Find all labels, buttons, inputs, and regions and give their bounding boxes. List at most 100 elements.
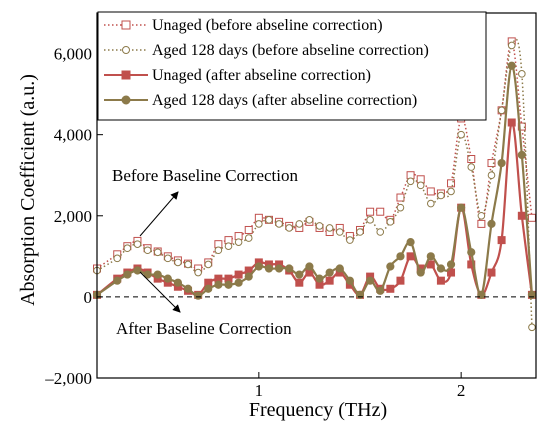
data-point — [224, 280, 233, 289]
data-point — [133, 240, 142, 248]
data-point — [396, 193, 405, 202]
data-point — [174, 258, 182, 267]
data-point — [143, 270, 152, 279]
data-point — [487, 159, 496, 168]
data-point — [254, 262, 263, 271]
legend-label-2: Aged 128 days (before abseline correctio… — [152, 42, 429, 59]
data-point — [366, 216, 374, 224]
data-point — [487, 219, 496, 228]
data-point — [224, 242, 233, 250]
data-point — [477, 219, 486, 228]
data-point — [427, 199, 435, 208]
data-point — [386, 284, 395, 293]
legend-entry-4: Aged 128 days (after abseline correction… — [104, 92, 417, 109]
data-point — [416, 181, 425, 190]
data-point — [345, 276, 354, 285]
data-point — [244, 272, 253, 281]
data-point — [285, 224, 293, 232]
data-point — [467, 260, 476, 269]
data-point — [295, 220, 304, 228]
data-point — [295, 270, 304, 279]
data-point — [234, 270, 243, 279]
data-point — [255, 220, 263, 228]
data-point — [325, 224, 334, 232]
annotation-before-arrow — [139, 191, 179, 237]
legend-entry-1: Unaged (before abseline correction) — [104, 17, 383, 34]
data-point — [113, 276, 122, 285]
data-point — [376, 286, 385, 295]
annotation-after-arrow — [139, 271, 181, 313]
legend-marker-2 — [122, 46, 130, 54]
y-tick-label: 6,000 — [54, 45, 92, 64]
data-point — [264, 264, 274, 273]
data-point — [113, 254, 122, 263]
data-point — [204, 260, 213, 269]
data-point — [518, 70, 526, 78]
data-point — [467, 155, 476, 163]
data-point — [214, 246, 223, 255]
data-point — [274, 264, 284, 273]
data-point — [305, 216, 314, 224]
data-point — [325, 268, 334, 277]
data-point — [517, 122, 526, 131]
data-point — [194, 291, 203, 300]
data-point — [335, 228, 344, 236]
data-point — [406, 238, 415, 247]
legend-label-4: Aged 128 days (after abseline correction… — [152, 92, 417, 109]
y-tick-label: 0 — [84, 288, 93, 307]
data-point — [437, 191, 445, 200]
data-point — [487, 171, 496, 180]
data-point — [406, 177, 415, 186]
legend-marker-4 — [121, 95, 131, 105]
data-point — [497, 236, 506, 245]
data-point — [426, 187, 435, 196]
data-point — [234, 278, 243, 287]
data-point — [214, 280, 223, 289]
data-point — [426, 252, 435, 261]
data-point — [305, 262, 314, 271]
data-point — [153, 270, 162, 279]
data-point — [275, 220, 283, 228]
data-point — [153, 248, 162, 257]
data-point — [507, 61, 516, 70]
y-axis-title: Absorption Coefficient (a.u.) — [17, 74, 39, 306]
legend: Unaged (before abseline correction) Aged… — [97, 11, 487, 121]
legend-entry-3: Unaged (after abseline correction) — [104, 67, 371, 84]
data-point — [507, 118, 516, 127]
data-point — [346, 236, 354, 244]
y-tick-label: 2,000 — [54, 207, 92, 226]
data-point — [396, 203, 405, 212]
legend-marker-3 — [121, 70, 131, 80]
x-tick-label: 2 — [457, 381, 466, 400]
data-point — [447, 187, 455, 196]
annotation-before: Before Baseline Correction — [112, 166, 298, 185]
data-point — [447, 179, 456, 188]
data-point — [123, 244, 132, 253]
data-point — [123, 270, 132, 279]
data-point — [386, 262, 395, 271]
data-point — [487, 268, 496, 277]
data-point — [436, 276, 445, 285]
data-point — [184, 260, 192, 269]
data-point — [528, 323, 536, 332]
data-point — [315, 222, 324, 230]
data-point — [366, 276, 375, 285]
data-point — [204, 284, 213, 293]
y-tick-label: 4,000 — [54, 126, 92, 145]
data-point — [457, 130, 465, 139]
data-point — [517, 150, 526, 160]
data-point — [265, 216, 273, 224]
data-point — [497, 158, 506, 168]
data-point — [467, 163, 476, 171]
data-point — [376, 207, 385, 216]
data-point — [335, 264, 344, 273]
legend-marker-1 — [121, 20, 131, 30]
x-axis-title: Frequency (THz) — [249, 399, 387, 421]
data-point — [446, 260, 456, 269]
data-point — [497, 106, 506, 115]
data-point — [143, 246, 152, 255]
legend-entry-2: Aged 128 days (before abseline correctio… — [104, 42, 429, 59]
data-point — [295, 278, 304, 287]
data-point — [457, 203, 466, 212]
